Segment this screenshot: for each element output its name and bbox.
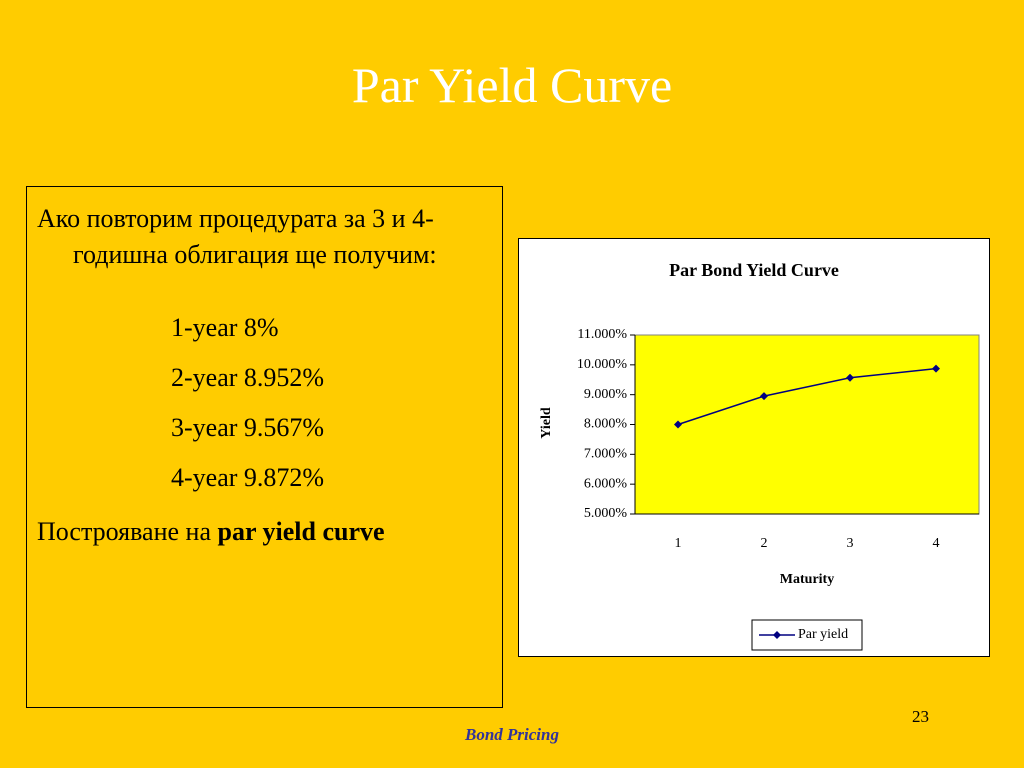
closing-text: Построяване на par yield curve (37, 514, 492, 550)
y-tick-label: 8.000% (584, 417, 628, 432)
x-tick-label: 2 (761, 536, 768, 551)
footer: Bond Pricing (465, 725, 559, 744)
legend-marker (773, 631, 781, 639)
y-axis-label: Yield (539, 407, 554, 439)
legend-box (751, 619, 863, 651)
yield-item: 3-year 9.567% (171, 413, 325, 442)
y-tick-label: 9.000% (584, 387, 628, 402)
slide-title: Par Yield Curve (351, 57, 673, 113)
chart-title: Par Bond Yield Curve (669, 260, 839, 280)
page-number: 23 (912, 707, 929, 726)
closing-plain: Построяване на (37, 517, 211, 546)
text-box: Ако повторим процедурата за 3 и 4-годишн… (26, 186, 503, 708)
point-marker (760, 392, 768, 401)
x-tick-label: 1 (675, 536, 682, 551)
x-tick-label: 3 (847, 536, 854, 551)
y-tick-label: 7.000% (584, 447, 628, 462)
legend-label: Par yield (798, 627, 848, 642)
series-line (677, 367, 937, 426)
intro-text: Ако повторим процедурата за 3 и 4-годишн… (37, 204, 437, 269)
yield-list: 1-year 8% 2-year 8.952% 3-year 9.567% 4-… (37, 310, 492, 496)
y-tick-label: 5.000% (584, 506, 628, 521)
x-axis-label: Maturity (780, 572, 834, 587)
y-tick-label: 11.000% (577, 327, 627, 342)
point-marker (932, 364, 940, 373)
plot-area (634, 334, 980, 515)
chart-box: Par Bond Yield Curve Yield Maturity 5.00… (518, 238, 990, 657)
y-tick-label: 6.000% (584, 476, 628, 491)
point-marker (846, 373, 854, 382)
yield-item: 4-year 9.872% (171, 463, 325, 492)
yield-item: 1-year 8% (171, 313, 279, 342)
y-tick-label: 10.000% (577, 357, 628, 372)
closing-bold: par yield curve (217, 517, 385, 546)
point-marker (674, 420, 682, 429)
yield-item: 2-year 8.952% (171, 363, 325, 392)
x-tick-label: 4 (933, 536, 940, 551)
chart: Par Bond Yield Curve Yield Maturity 5.00… (539, 260, 980, 651)
